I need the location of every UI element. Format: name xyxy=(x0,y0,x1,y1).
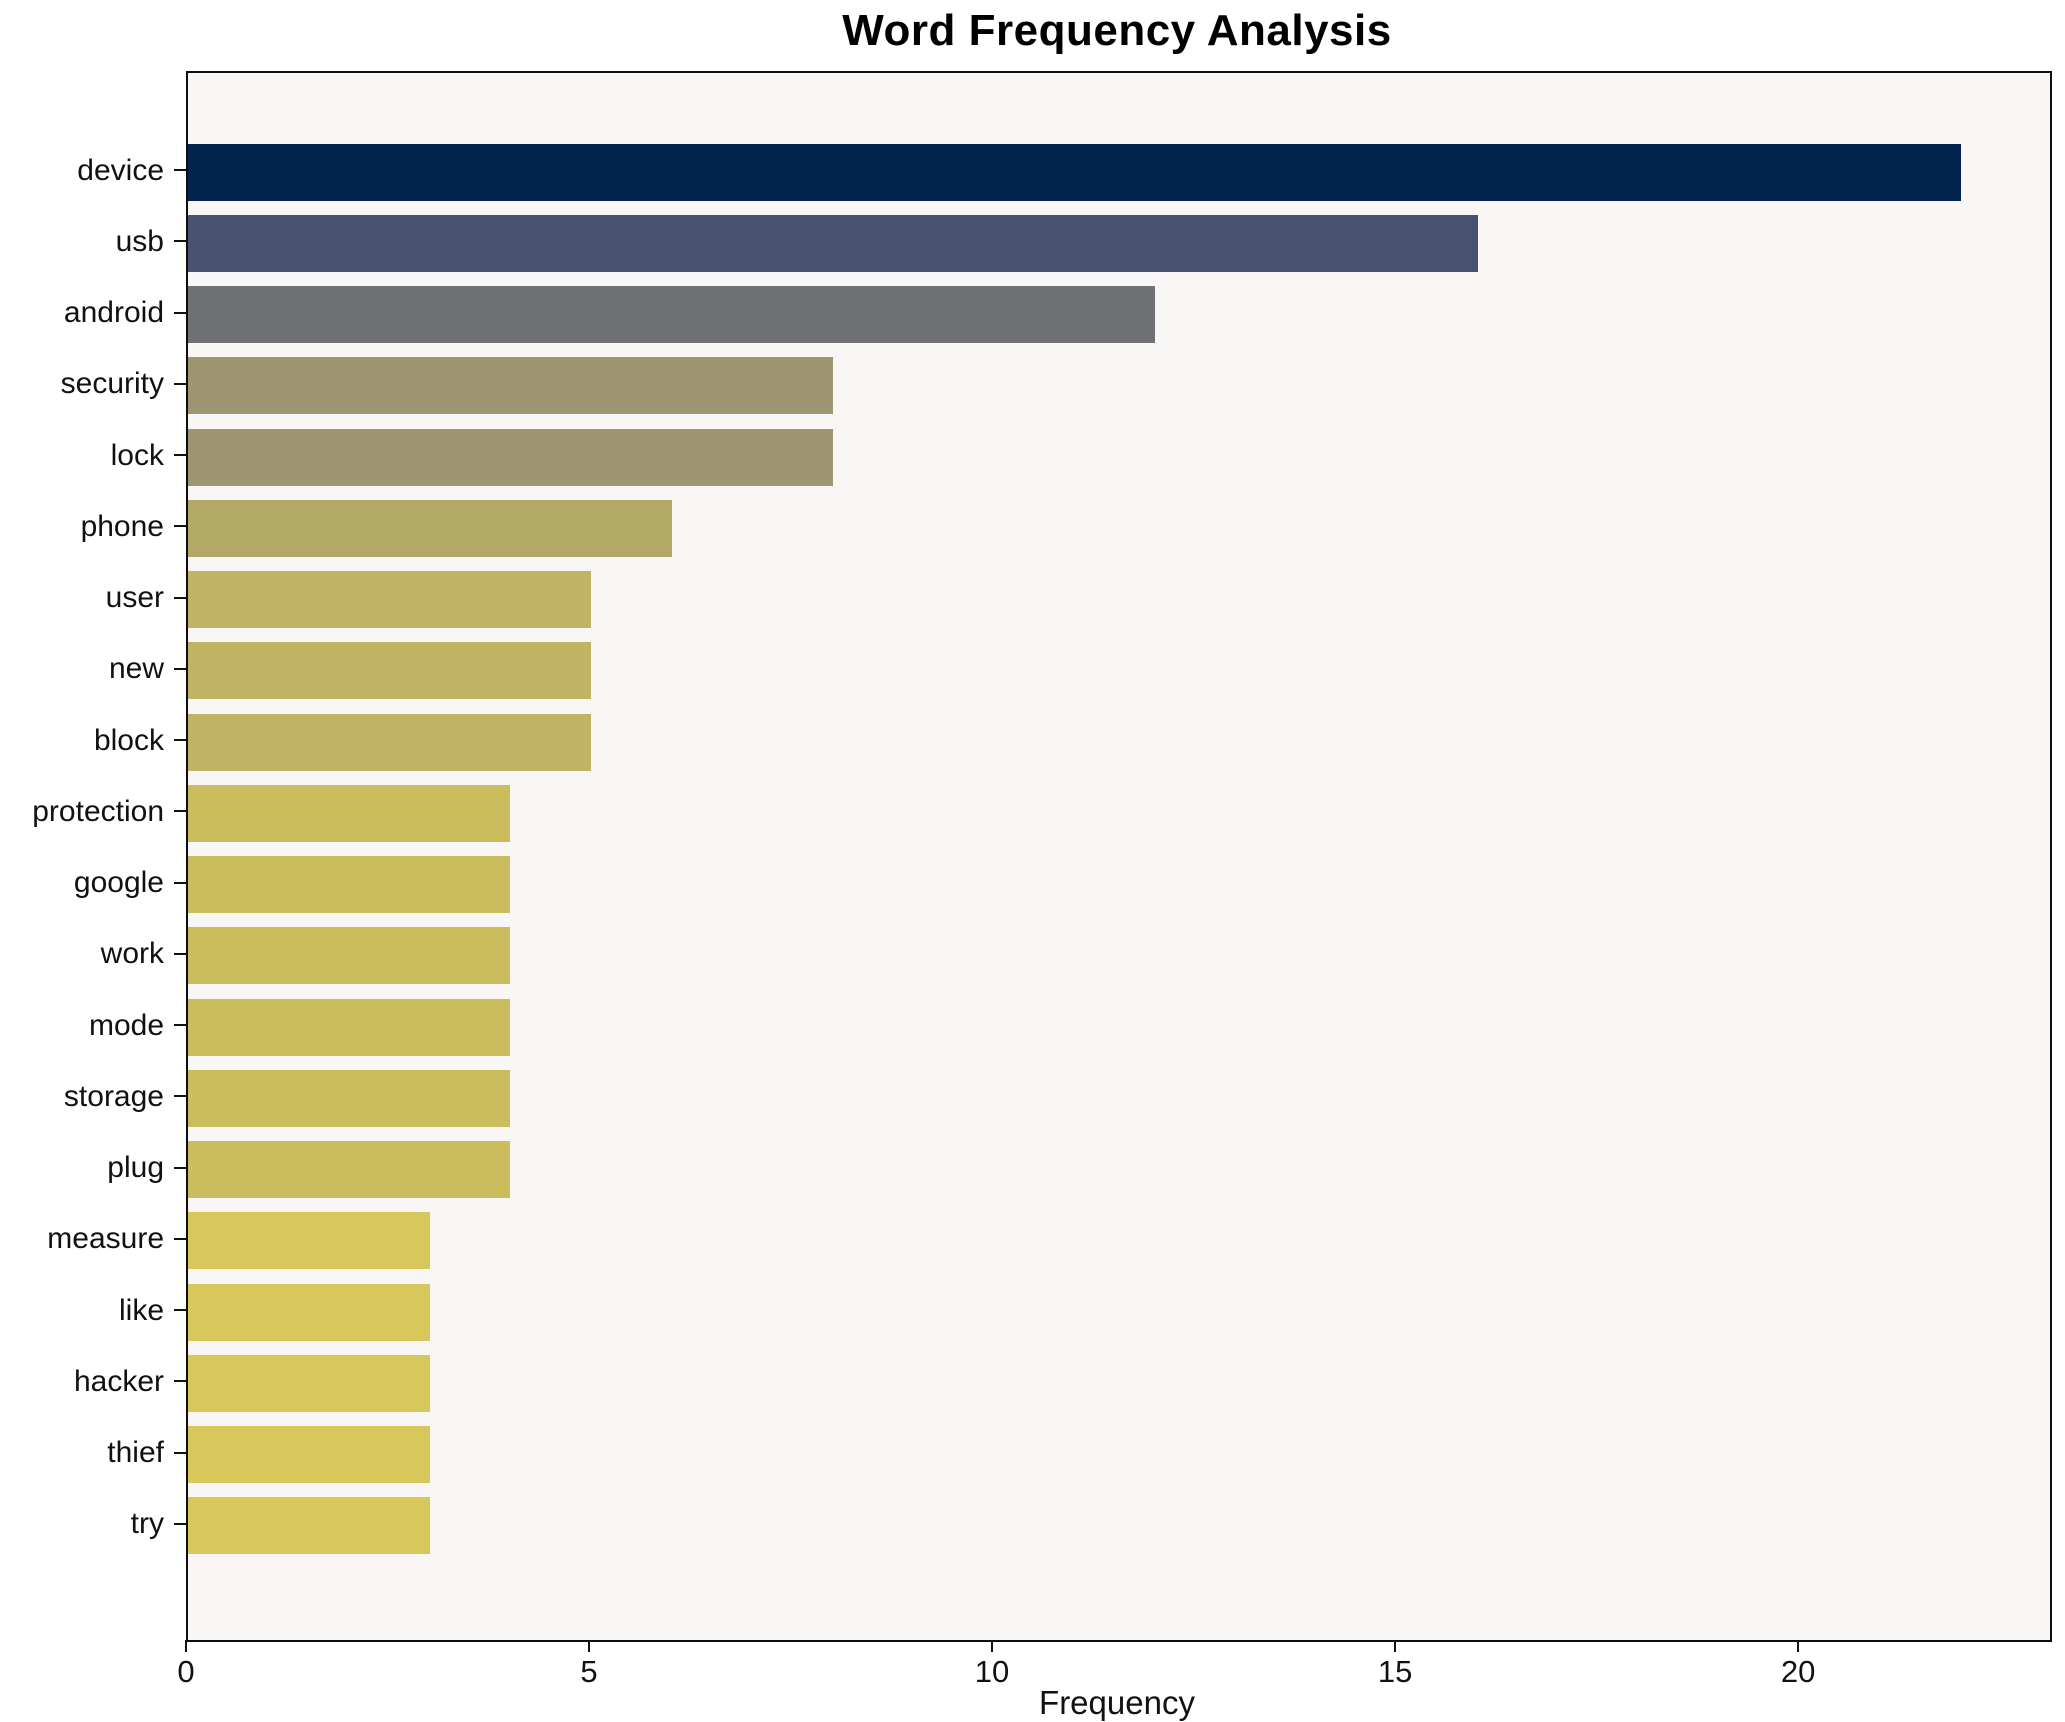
bar-protection xyxy=(188,784,511,842)
y-tick-label-device: device xyxy=(77,153,164,187)
bar-user xyxy=(188,571,592,629)
y-tick-mark xyxy=(174,1095,186,1098)
y-tick-mark xyxy=(174,810,186,813)
bar-thief xyxy=(188,1426,430,1484)
y-tick-mark xyxy=(174,240,186,243)
y-tick-mark xyxy=(174,739,186,742)
x-tick-label-10: 10 xyxy=(974,1654,1010,1689)
bar-security xyxy=(188,357,833,415)
y-tick-label-hacker: hacker xyxy=(73,1364,164,1398)
bar-android xyxy=(188,286,1156,344)
y-tick-mark xyxy=(174,1309,186,1312)
y-tick-label-security: security xyxy=(60,367,164,401)
y-tick-label-mode: mode xyxy=(88,1008,164,1042)
bar-try xyxy=(188,1497,430,1555)
y-tick-label-storage: storage xyxy=(63,1079,164,1113)
y-tick-mark xyxy=(174,881,186,884)
y-tick-mark xyxy=(174,1237,186,1240)
y-tick-mark xyxy=(174,169,186,171)
y-tick-mark xyxy=(174,596,186,599)
x-tick-mark xyxy=(1797,1640,1800,1652)
bar-storage xyxy=(188,1069,511,1127)
chart-title: Word Frequency Analysis xyxy=(842,6,1392,55)
x-axis-label: Frequency xyxy=(1039,1684,1195,1721)
y-tick-label-plug: plug xyxy=(107,1151,164,1185)
y-tick-mark xyxy=(174,1522,186,1525)
y-tick-label-usb: usb xyxy=(115,224,164,258)
bar-phone xyxy=(188,499,672,557)
y-tick-mark xyxy=(174,454,186,457)
y-tick-label-work: work xyxy=(100,937,164,971)
x-tick-mark xyxy=(185,1640,187,1652)
y-tick-mark xyxy=(174,1380,186,1383)
y-tick-label-thief: thief xyxy=(107,1436,164,1470)
x-tick-label-15: 15 xyxy=(1377,1654,1413,1689)
y-tick-mark xyxy=(174,382,186,385)
plot-area xyxy=(186,71,2052,1642)
y-tick-mark xyxy=(174,952,186,955)
y-tick-label-block: block xyxy=(93,723,164,757)
bar-mode xyxy=(188,998,511,1056)
y-tick-mark xyxy=(174,667,186,670)
y-tick-label-measure: measure xyxy=(47,1222,164,1256)
bar-hacker xyxy=(188,1354,430,1412)
bar-like xyxy=(188,1283,430,1341)
x-tick-mark xyxy=(588,1640,591,1652)
bar-measure xyxy=(188,1212,430,1270)
y-tick-label-protection: protection xyxy=(32,794,164,828)
y-tick-mark xyxy=(174,1166,186,1169)
bar-google xyxy=(188,856,511,914)
y-tick-label-user: user xyxy=(105,581,164,615)
y-tick-label-google: google xyxy=(73,866,164,900)
y-tick-mark xyxy=(174,311,186,314)
x-tick-mark xyxy=(1394,1640,1397,1652)
bar-usb xyxy=(188,214,1478,272)
bar-device xyxy=(188,143,1962,201)
bar-block xyxy=(188,713,592,771)
y-tick-label-android: android xyxy=(63,296,164,330)
y-tick-mark xyxy=(174,1451,186,1454)
x-tick-label-0: 0 xyxy=(177,1654,195,1689)
y-tick-label-lock: lock xyxy=(110,438,164,472)
y-tick-mark xyxy=(174,1024,186,1027)
bar-work xyxy=(188,927,511,985)
y-tick-label-phone: phone xyxy=(80,509,164,543)
y-tick-label-new: new xyxy=(108,652,164,686)
y-tick-label-like: like xyxy=(118,1293,164,1327)
x-tick-label-20: 20 xyxy=(1780,1654,1816,1689)
y-tick-label-try: try xyxy=(130,1507,164,1541)
x-tick-mark xyxy=(991,1640,994,1652)
bar-new xyxy=(188,642,592,700)
y-tick-mark xyxy=(174,525,186,528)
x-tick-label-5: 5 xyxy=(580,1654,598,1689)
bar-lock xyxy=(188,428,833,486)
bar-plug xyxy=(188,1141,511,1199)
